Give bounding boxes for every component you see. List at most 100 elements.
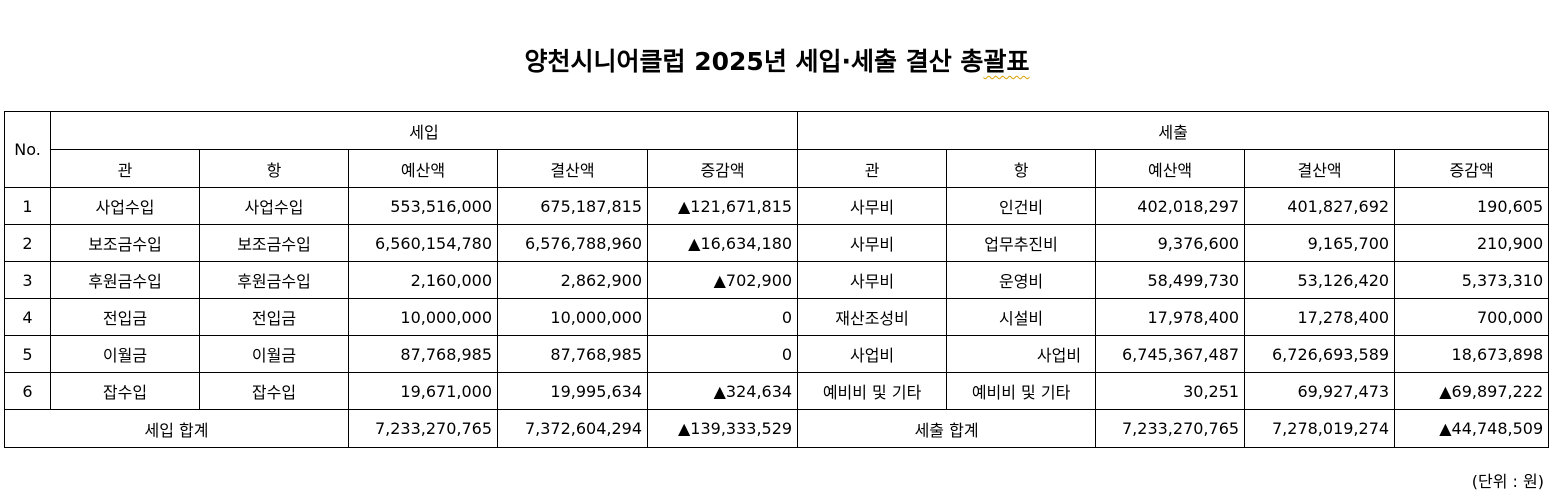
income-budget: 87,768,985 [348,335,498,373]
income-budget: 10,000,000 [348,298,498,336]
expense-diff: ▲69,897,222 [1394,372,1550,410]
header-income-diff: 증감액 [646,149,799,188]
expense-budget: 30,251 [1095,372,1246,410]
income-total-budget: 7,233,270,765 [348,409,498,448]
expense-settled: 53,126,420 [1244,261,1396,299]
expense-hang: 운영비 [946,261,1097,299]
header-income-budget: 예산액 [348,149,498,188]
expense-settled: 9,165,700 [1244,224,1396,262]
income-hang: 이월금 [199,335,349,373]
header-expense-budget: 예산액 [1095,149,1246,188]
expense-budget: 9,376,600 [1095,224,1246,262]
income-budget: 2,160,000 [348,261,498,299]
income-settled: 6,576,788,960 [497,224,648,262]
page-title: 양천시니어클럽 2025년 세입·세출 결산 총괄표 [0,42,1554,78]
expense-budget: 402,018,297 [1095,187,1246,225]
table-row: 4 전입금 전입금 10,000,000 10,000,000 0 재산조성비 … [4,298,1550,336]
expense-budget: 6,745,367,487 [1095,335,1246,373]
table-row: 2 보조금수입 보조금수입 6,560,154,780 6,576,788,96… [4,224,1550,262]
income-settled: 2,862,900 [497,261,648,299]
expense-gwan: 사업비 [797,335,948,373]
income-hang: 전입금 [199,298,349,336]
table-row: 5 이월금 이월금 87,768,985 87,768,985 0 사업비 사업… [4,335,1550,373]
header-income-gwan: 관 [50,149,200,188]
table-row: 1 사업수입 사업수입 553,516,000 675,187,815 ▲121… [4,187,1550,225]
income-hang: 보조금수입 [199,224,349,262]
expense-hang: 업무추진비 [946,224,1097,262]
row-no: 3 [4,261,51,299]
income-hang: 잡수입 [199,372,349,410]
expense-settled: 17,278,400 [1244,298,1396,336]
table-row: 6 잡수입 잡수입 19,671,000 19,995,634 ▲324,634… [4,372,1550,410]
row-no: 4 [4,298,51,336]
unit-note: (단위 : 원) [1471,472,1544,491]
income-hang: 사업수입 [199,187,349,225]
expense-diff: 18,673,898 [1394,335,1550,373]
header-no: No. [4,111,51,188]
income-diff: ▲16,634,180 [646,224,799,262]
income-total-settled: 7,372,604,294 [497,409,648,448]
expense-total-label: 세출 합계 [797,409,1097,448]
header-income-group: 세입 [49,111,799,150]
row-no: 1 [4,187,51,225]
income-total-diff: ▲139,333,529 [646,409,799,448]
expense-diff: 5,373,310 [1394,261,1550,299]
title-main: 양천시니어클럽 2025년 세입·세출 결산 총 [524,47,984,76]
income-diff: 0 [646,335,799,373]
settlement-table: No. 세입 세출 관 항 예산액 결산액 증감액 관 항 예산액 결산액 증감… [4,111,1550,448]
expense-gwan: 예비비 및 기타 [797,372,948,410]
income-diff: ▲324,634 [646,372,799,410]
expense-hang: 예비비 및 기타 [946,372,1097,410]
income-gwan: 사업수입 [50,187,200,225]
header-income-settled: 결산액 [497,149,648,188]
expense-budget: 17,978,400 [1095,298,1246,336]
expense-hang: 시설비 [946,298,1097,336]
income-settled: 19,995,634 [497,372,648,410]
expense-hang: 사업비 [946,335,1097,373]
income-diff: ▲121,671,815 [646,187,799,225]
expense-total-diff: ▲44,748,509 [1394,409,1550,448]
income-gwan: 전입금 [50,298,200,336]
expense-gwan: 사무비 [797,187,948,225]
income-hang: 후원금수입 [199,261,349,299]
income-settled: 675,187,815 [497,187,648,225]
income-gwan: 보조금수입 [50,224,200,262]
header-row-columns: 관 항 예산액 결산액 증감액 관 항 예산액 결산액 증감액 [5,149,1550,188]
title-tail: 괄표 [983,47,1030,76]
expense-diff: 210,900 [1394,224,1550,262]
header-expense-hang: 항 [946,149,1097,188]
expense-budget: 58,499,730 [1095,261,1246,299]
income-total-label: 세입 합계 [4,409,349,448]
header-expense-settled: 결산액 [1244,149,1396,188]
header-expense-group: 세출 [797,111,1550,150]
income-diff: ▲702,900 [646,261,799,299]
income-gwan: 잡수입 [50,372,200,410]
row-no: 2 [4,224,51,262]
expense-settled: 401,827,692 [1244,187,1396,225]
expense-total-settled: 7,278,019,274 [1244,409,1396,448]
income-gwan: 후원금수입 [50,261,200,299]
expense-gwan: 사무비 [797,261,948,299]
income-settled: 87,768,985 [497,335,648,373]
header-expense-gwan: 관 [797,149,948,188]
table-row: 3 후원금수입 후원금수입 2,160,000 2,862,900 ▲702,9… [4,261,1550,299]
totals-row: 세입 합계 7,233,270,765 7,372,604,294 ▲139,3… [4,409,1550,448]
income-budget: 553,516,000 [348,187,498,225]
row-no: 6 [4,372,51,410]
expense-settled: 69,927,473 [1244,372,1396,410]
expense-total-budget: 7,233,270,765 [1095,409,1246,448]
header-expense-diff: 증감액 [1394,149,1550,188]
expense-settled: 6,726,693,589 [1244,335,1396,373]
expense-gwan: 사무비 [797,224,948,262]
expense-diff: 700,000 [1394,298,1550,336]
header-income-hang: 항 [199,149,349,188]
income-settled: 10,000,000 [497,298,648,336]
row-no: 5 [4,335,51,373]
header-row-group: No. 세입 세출 [4,111,1550,188]
expense-hang: 인건비 [946,187,1097,225]
income-diff: 0 [646,298,799,336]
expense-gwan: 재산조성비 [797,298,948,336]
income-budget: 19,671,000 [348,372,498,410]
income-budget: 6,560,154,780 [348,224,498,262]
expense-diff: 190,605 [1394,187,1550,225]
